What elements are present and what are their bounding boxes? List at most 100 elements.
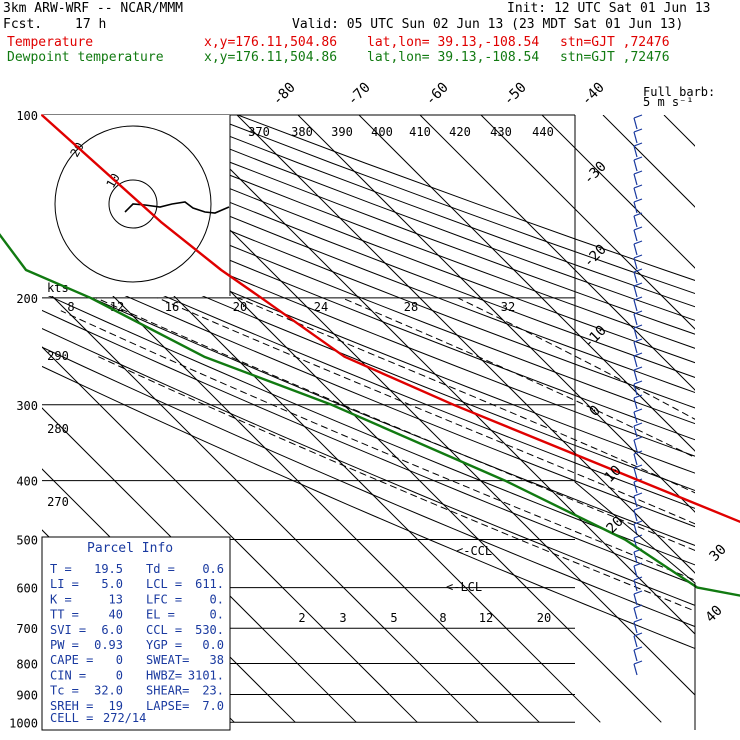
forecast-label: Fcst.	[3, 17, 43, 32]
parcel-row-value: 0.	[210, 592, 224, 606]
isotherm-label--50: -50	[501, 80, 530, 109]
hodograph-speed-label-16: 16	[165, 300, 179, 314]
mixing-ratio-label-20: 20	[537, 611, 551, 625]
parcel-row-value: 0.	[210, 608, 224, 622]
dry-adiabat-line	[174, 115, 695, 308]
pressure-label-700: 700	[16, 622, 38, 636]
isotherm-line	[419, 115, 695, 391]
wind-barb-shaft	[633, 635, 638, 648]
wind-barb-shaft	[633, 439, 638, 452]
parcel-row-value: 530.	[195, 623, 224, 637]
parcel-row-label: CIN =	[50, 668, 86, 682]
isotherm-line	[358, 115, 695, 452]
temperature-point	[160, 221, 162, 223]
dewpoint-point	[504, 479, 506, 482]
isotherm-line	[42, 285, 479, 723]
dewpoint-point	[25, 269, 27, 271]
mixing-ratio-label-3: 3	[339, 611, 346, 625]
parcel-row-label: SREH =	[50, 699, 93, 713]
hodograph-ring-label-20: 20	[67, 140, 86, 160]
wind-barb-flag	[633, 408, 643, 413]
isotherm-line	[42, 224, 540, 723]
dry-adiabat-line	[42, 292, 695, 566]
wind-barb-shaft	[633, 173, 638, 186]
parcel-row-value: 3101.	[188, 668, 224, 682]
parcel-row-label: T =	[50, 562, 72, 576]
wind-barb-flag	[633, 296, 643, 301]
theta-left-label-290: 290	[47, 349, 69, 363]
moist-adiabat-line	[60, 310, 695, 581]
dewpoint-legend-latlon: lat,lon= 39.13,-108.54	[367, 50, 540, 65]
model-title: 3km ARW-WRF -- NCAR/MMM	[3, 1, 184, 16]
dry-adiabat-line	[48, 115, 695, 364]
theta-labels: 370 380 390 400 410 420 430 440 290 280 270	[47, 125, 554, 509]
dry-adiabat-line	[42, 258, 695, 528]
theta-label-410: 410	[409, 125, 431, 139]
parcel-row-value: 0.0	[202, 638, 224, 652]
theta-left-label-270: 270	[47, 495, 69, 509]
pressure-label-400: 400	[16, 475, 38, 489]
parcel-row-label: Td =	[146, 562, 175, 576]
wind-barb-flag	[633, 324, 643, 329]
dry-adiabat-line	[42, 275, 695, 546]
grid-right-edge	[574, 115, 696, 730]
temperature-point	[41, 114, 43, 116]
wind-barb-flag	[633, 394, 643, 399]
wind-barb-shaft	[633, 215, 638, 228]
wind-barb-flag	[633, 170, 643, 175]
temperature-point	[220, 269, 222, 271]
temperature-line	[40, 114, 740, 524]
isotherm-label-20: 20	[604, 514, 627, 537]
wind-barb-shaft	[633, 159, 638, 172]
sounding-series	[0, 114, 740, 597]
wind-barb-flag	[633, 282, 643, 287]
isotherm-label--40: -40	[579, 80, 608, 109]
dry-adiabat-line	[42, 346, 695, 628]
isotherm-line	[480, 115, 695, 330]
temperature-point	[343, 355, 346, 358]
parcel-row-label: SHEAR=	[146, 684, 189, 698]
parcel-row-label: LAPSE=	[146, 699, 189, 713]
hodograph-speed-label-32: 32	[501, 300, 515, 314]
wind-barb-shaft	[633, 145, 638, 158]
pressure-label-900: 900	[16, 689, 38, 703]
dry-adiabat-line	[42, 226, 695, 492]
wind-barb-shaft	[633, 565, 638, 578]
wind-barb-flag	[633, 128, 643, 133]
hodograph-ring-10	[108, 179, 158, 229]
wind-barb-shaft	[633, 467, 638, 480]
wind-barb-flag	[633, 268, 643, 273]
theta-label-390: 390	[331, 125, 353, 139]
parcel-row-value: 6.0	[101, 623, 123, 637]
dry-adiabat-line	[42, 210, 695, 474]
pressure-label-800: 800	[16, 657, 38, 671]
dry-adiabats	[42, 115, 695, 650]
dry-adiabat-line	[42, 195, 695, 457]
isotherm-label--80: -80	[270, 80, 299, 109]
parcel-row-label: HWBZ=	[146, 668, 182, 682]
mixing-ratio-label-2: 2	[298, 611, 305, 625]
theta-label-420: 420	[449, 125, 471, 139]
ccl-marker: <-CCL	[456, 544, 492, 558]
dry-adiabat-line	[42, 365, 695, 650]
wind-barb-shaft	[633, 607, 638, 620]
parcel-row-value: 40	[109, 608, 123, 622]
moist-adiabats	[60, 297, 695, 612]
wind-barb-shaft	[633, 481, 638, 494]
temperature-legend-xy: x,y=176.11,504.86	[204, 35, 338, 50]
parcel-row-label: SVI =	[50, 623, 86, 637]
parcel-row-value: 13	[109, 592, 123, 606]
dewpoint-point	[330, 404, 333, 406]
theta-label-370: 370	[248, 125, 270, 139]
wind-barb-flag	[633, 338, 643, 343]
wind-barb-shaft	[633, 355, 638, 368]
dry-adiabat-line	[42, 152, 695, 409]
wind-barb-shaft	[633, 327, 638, 340]
dry-adiabat-line	[42, 180, 695, 441]
dewpoint-point	[89, 297, 92, 299]
parcel-row-value: 38	[210, 653, 224, 667]
mixing-ratio-label-8: 8	[439, 611, 446, 625]
wind-barb-flag	[633, 646, 643, 651]
